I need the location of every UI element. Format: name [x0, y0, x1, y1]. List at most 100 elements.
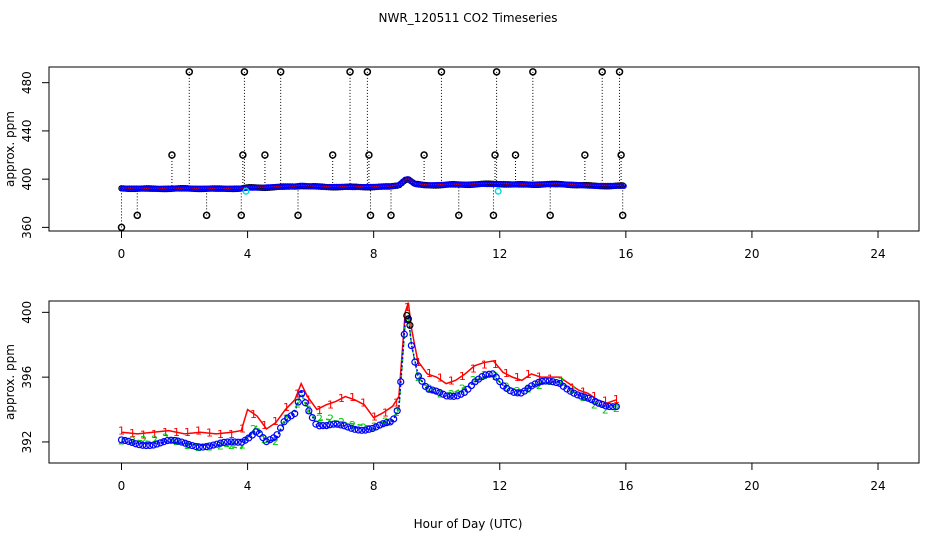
series-3-marker — [223, 438, 232, 446]
y-tick-label: 440 — [20, 119, 34, 142]
chart-title: NWR_120511 CO2 Timeseries — [379, 11, 558, 25]
series-3-marker — [117, 436, 126, 444]
series-3-marker — [552, 378, 560, 387]
spike-point — [328, 151, 337, 159]
series-3-marker — [580, 393, 589, 401]
series-3-marker — [199, 443, 207, 451]
series-3-marker — [577, 392, 585, 400]
spike-point — [529, 68, 537, 76]
series-3-marker — [443, 392, 451, 400]
series-1-marker: 1 — [459, 370, 466, 383]
series-3-marker — [390, 415, 398, 423]
series-3-marker — [202, 443, 210, 451]
series-3-marker — [156, 439, 164, 447]
series-1-marker: 1 — [360, 396, 367, 409]
series-3-marker — [340, 422, 348, 430]
series-3-marker — [411, 358, 419, 366]
x-axis-label: Hour of Day (UTC) — [414, 517, 523, 531]
series-3-marker — [305, 407, 313, 415]
spike-point — [492, 68, 501, 76]
series-3-marker — [492, 373, 500, 381]
series-3-marker — [450, 392, 458, 400]
spike-point — [346, 68, 354, 76]
y-axis-label: approx. ppm — [3, 111, 17, 187]
series-3-marker — [365, 425, 373, 433]
series-3-marker — [231, 438, 239, 446]
y-tick-label: 400 — [20, 168, 34, 191]
series-3-marker — [453, 392, 461, 400]
series-2-marker: 2 — [228, 439, 235, 452]
series-3-marker — [163, 436, 172, 445]
spike-point — [546, 211, 554, 220]
series-line-1 — [121, 302, 617, 435]
series-3-marker — [542, 377, 550, 385]
series-3-marker — [612, 402, 620, 411]
spike-point — [511, 151, 520, 159]
series-3-marker — [425, 385, 433, 393]
series-1-marker: 1 — [602, 395, 609, 408]
series-1-marker: 1 — [514, 371, 521, 384]
series-3-marker — [598, 400, 606, 409]
series-1-marker: 1 — [382, 406, 389, 419]
series-3-marker — [252, 428, 260, 436]
series-3-marker — [322, 421, 331, 430]
series-3-marker — [535, 378, 543, 386]
spike-point — [366, 211, 375, 220]
series-3-marker — [439, 390, 447, 398]
series-1-marker: 1 — [547, 372, 554, 385]
x-tick-label: 24 — [870, 247, 885, 261]
series-1-marker: 1 — [129, 427, 136, 440]
y-tick-label: 480 — [20, 71, 34, 94]
spike-point — [363, 68, 372, 76]
series-3-marker — [177, 438, 186, 446]
series-3-marker — [368, 424, 377, 433]
series-3-marker — [361, 426, 370, 434]
series-3-marker — [527, 382, 536, 390]
series-3-marker — [259, 434, 267, 442]
series-1-marker: 1 — [184, 426, 191, 439]
series-1-marker: 1 — [239, 422, 246, 435]
x-tick-label: 4 — [244, 247, 252, 261]
spike-point — [581, 151, 589, 159]
series-1-marker: 1 — [173, 426, 180, 439]
series-3-marker — [496, 377, 504, 386]
series-1-marker: 1 — [228, 428, 235, 441]
series-3-marker — [329, 420, 338, 428]
series-3-marker — [287, 412, 295, 420]
series-3-marker — [584, 394, 592, 402]
series-2-marker: 2 — [151, 434, 158, 447]
plot-frame — [48, 66, 920, 232]
series-3-marker — [570, 389, 578, 397]
x-tick-label: 20 — [744, 247, 759, 261]
series-3-marker — [220, 438, 228, 447]
spike-point — [261, 151, 269, 159]
series-2-marker: 2 — [129, 435, 136, 448]
series-3-marker — [397, 378, 405, 386]
series-2-marker: 2 — [173, 435, 180, 448]
series-2-marker: 2 — [492, 370, 499, 383]
series-3-marker — [319, 422, 327, 430]
series-3-marker — [262, 438, 271, 446]
x-tick-label: 0 — [118, 247, 126, 261]
spike-point — [618, 211, 627, 220]
series-3-marker — [602, 402, 610, 410]
series-3-marker — [153, 440, 161, 448]
series-3-marker — [531, 380, 539, 388]
series-3-marker — [337, 421, 345, 429]
series-1-marker: 1 — [118, 425, 125, 438]
series-2-marker: 2 — [371, 421, 378, 434]
y-tick-label: 360 — [20, 216, 34, 239]
series-1-marker: 1 — [591, 390, 598, 403]
series-3-marker — [276, 424, 285, 432]
cyan-point — [242, 187, 250, 195]
series-1-marker: 1 — [261, 419, 268, 432]
series-3-marker — [595, 399, 603, 407]
series-3-marker — [464, 385, 472, 393]
series-3-marker — [213, 440, 221, 448]
series-2-marker: 2 — [305, 404, 312, 417]
spike-point — [237, 211, 246, 220]
series-3-marker — [139, 441, 147, 449]
series-line-3 — [121, 315, 617, 446]
spike-point — [239, 151, 247, 159]
